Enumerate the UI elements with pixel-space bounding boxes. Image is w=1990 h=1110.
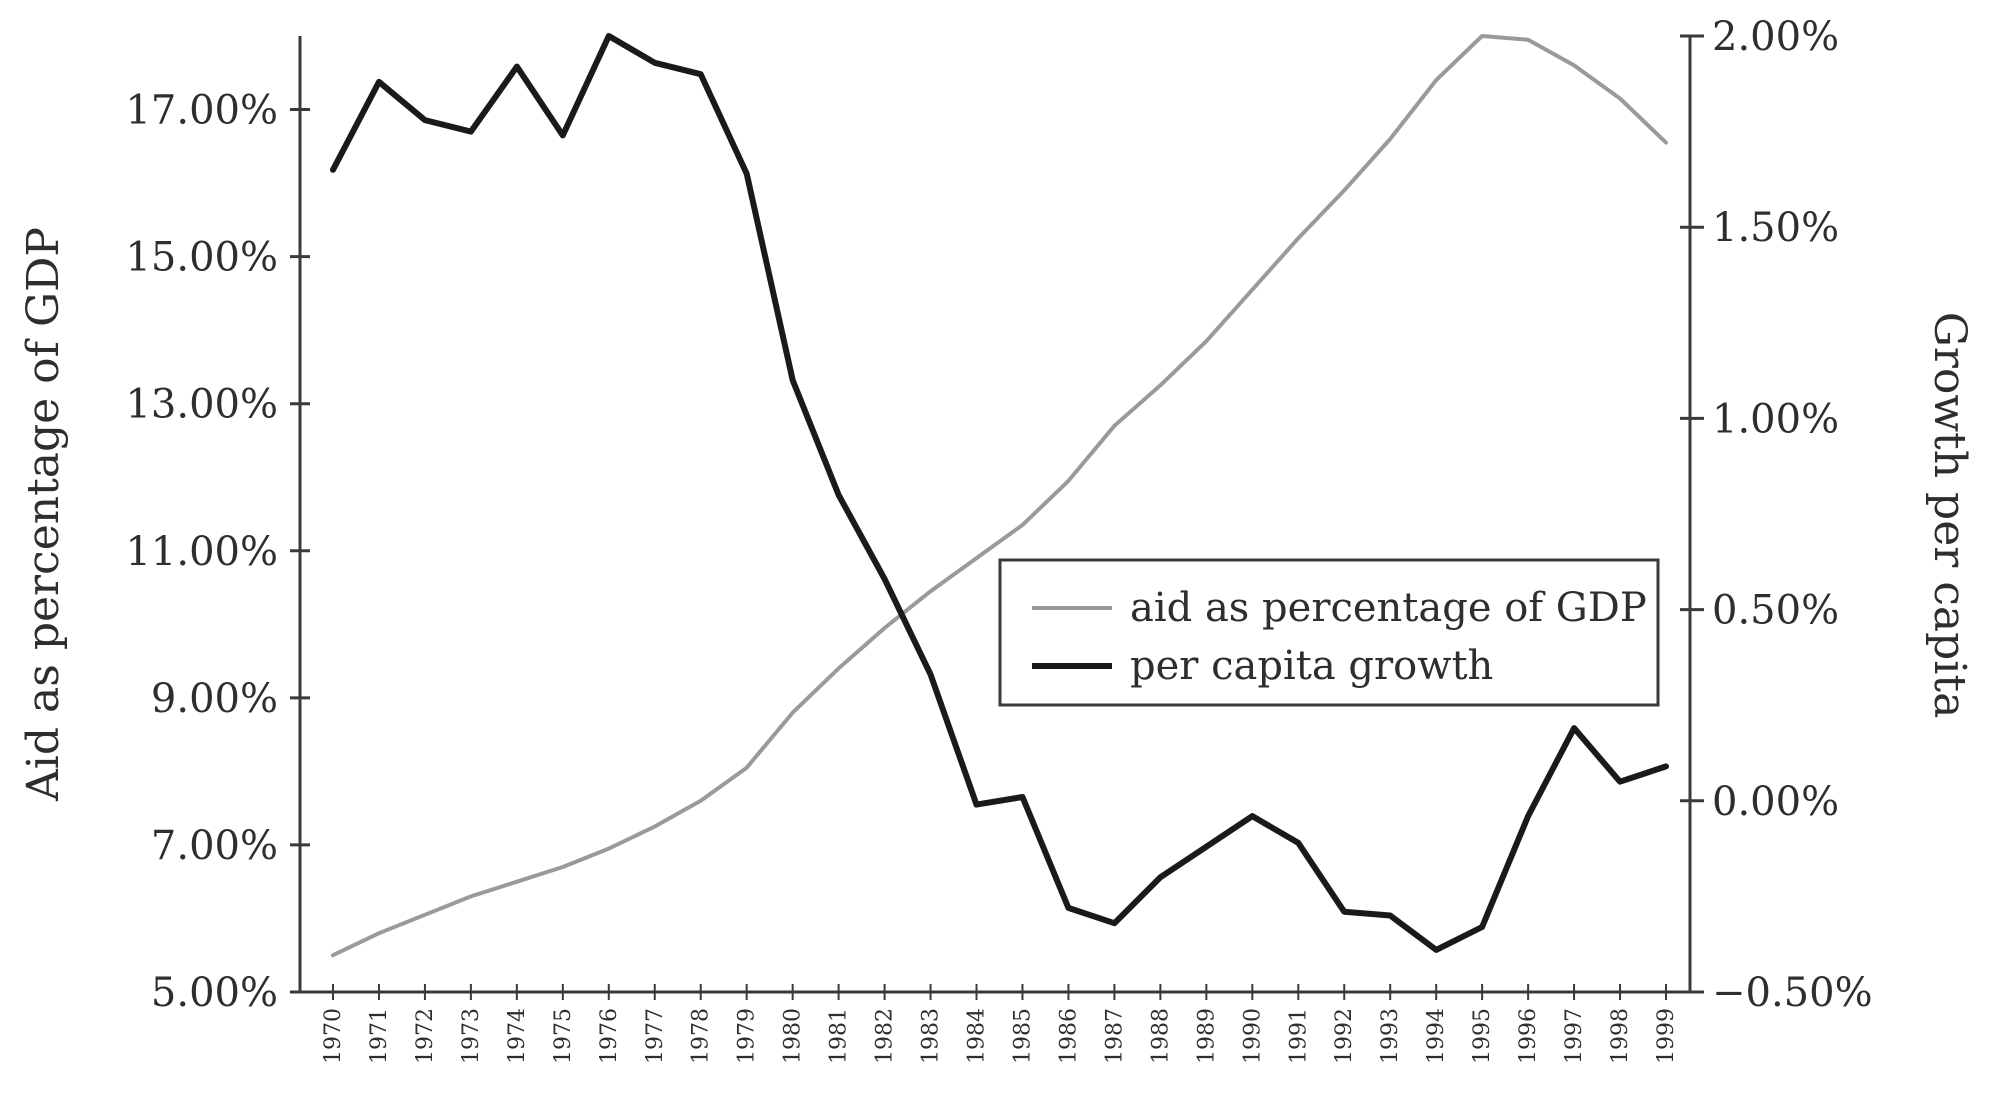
plot-lines: [330, 33, 1669, 958]
x-tick-label: 1986: [1056, 1008, 1081, 1064]
series-line-per-capita-growth: [330, 33, 1669, 953]
left-y-tick-label: 13.00%: [125, 382, 278, 428]
x-tick-label: 1988: [1148, 1008, 1173, 1064]
x-tick-label: 1976: [597, 1008, 622, 1064]
legend-label: per capita growth: [1130, 643, 1493, 689]
legend: aid as percentage of GDP per capita growt…: [998, 558, 1660, 707]
x-tick-label: 1977: [643, 1008, 668, 1064]
x-tick-label: 1984: [965, 1008, 990, 1064]
series-line-aid-as-percentage-of-gdp: [331, 34, 1668, 958]
x-tick-label: 1978: [689, 1008, 714, 1064]
right-y-tick-label: 1.50%: [1712, 205, 1839, 251]
left-y-tick-label: 15.00%: [125, 235, 278, 281]
x-tick-label: 1994: [1424, 1008, 1449, 1064]
x-tick-label: 1982: [873, 1008, 898, 1064]
x-tick-label: 1972: [413, 1008, 438, 1064]
x-tick-label: 1990: [1240, 1008, 1265, 1064]
axes: 5.00% 7.00% 9.00% 11.00% 13.00% 15.00% 17.00% −…: [18, 14, 1975, 1064]
left-y-tick-label: 9.00%: [151, 676, 278, 722]
right-y-tick-label: 1.00%: [1712, 396, 1839, 442]
x-tick-label: 1987: [1102, 1008, 1127, 1064]
right-y-axis-title: Growth per capita: [1924, 312, 1975, 719]
x-tick-label: 1989: [1194, 1008, 1219, 1064]
x-tick-label: 1993: [1378, 1008, 1403, 1064]
x-tick-label: 1998: [1608, 1008, 1633, 1064]
left-y-tick-label: 11.00%: [125, 529, 278, 575]
left-y-tick-label: 7.00%: [151, 823, 278, 869]
x-tick-label: 1981: [827, 1008, 852, 1064]
legend-box: [998, 558, 1660, 707]
legend-label: aid as percentage of GDP: [1130, 585, 1647, 631]
right-y-tick-label: 0.50%: [1712, 588, 1839, 634]
left-y-tick-label: 5.00%: [151, 970, 278, 1016]
x-tick-label: 1985: [1010, 1008, 1035, 1064]
left-y-axis-title: Aid as percentage of GDP: [18, 227, 69, 802]
x-tick-label: 1997: [1562, 1008, 1587, 1064]
right-y-tick-label: 2.00%: [1712, 14, 1839, 60]
x-tick-label: 1973: [459, 1008, 484, 1064]
x-tick-label: 1970: [321, 1008, 346, 1064]
x-tick-label: 1980: [781, 1008, 806, 1064]
x-tick-label: 1983: [919, 1008, 944, 1064]
x-tick-label: 1992: [1332, 1008, 1357, 1064]
x-tick-label: 1991: [1286, 1008, 1311, 1064]
right-y-tick-label: −0.50%: [1712, 970, 1873, 1016]
x-tick-label: 1999: [1654, 1008, 1679, 1064]
x-tick-label: 1971: [367, 1008, 392, 1064]
x-tick-label: 1975: [551, 1008, 576, 1064]
x-tick-label: 1979: [735, 1008, 760, 1064]
x-tick-label: 1995: [1470, 1008, 1495, 1064]
x-tick-label: 1974: [505, 1008, 530, 1064]
x-tick-label: 1996: [1516, 1008, 1541, 1064]
right-y-tick-label: 0.00%: [1712, 779, 1839, 825]
left-y-tick-label: 17.00%: [125, 88, 278, 134]
